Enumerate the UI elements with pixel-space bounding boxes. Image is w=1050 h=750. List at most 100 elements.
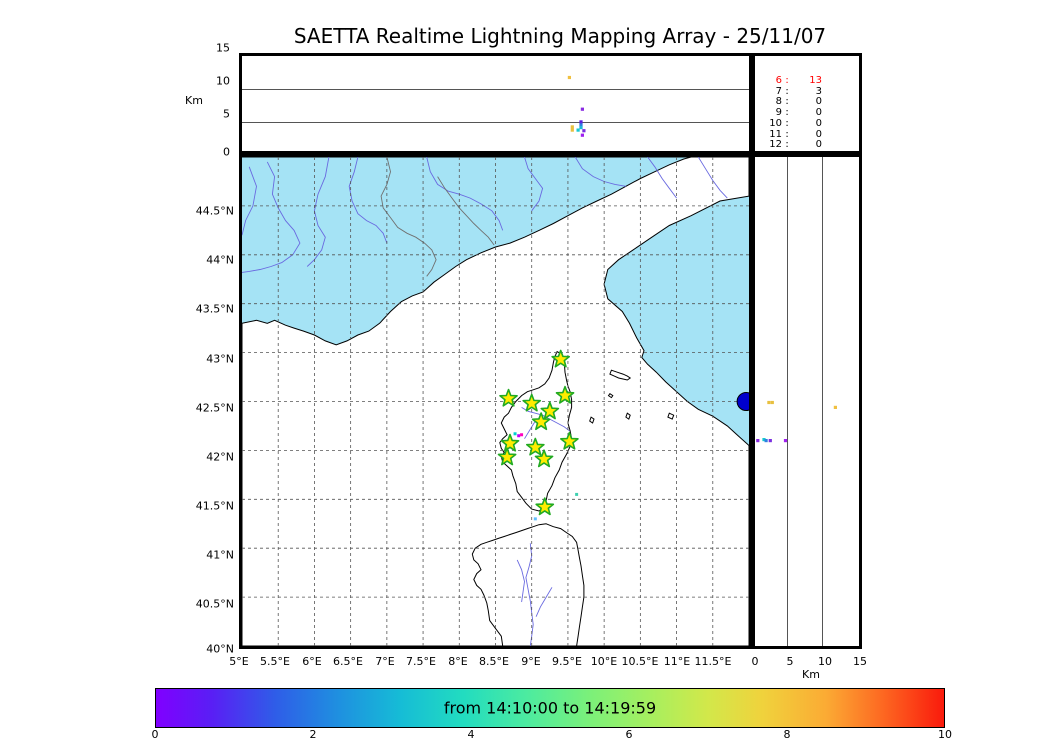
altitude-latitude-crosssection-panel [752, 154, 862, 649]
lat-tick-44: 44°N [206, 253, 234, 267]
top-ytick-5: 5 [223, 107, 230, 121]
colorbar-gradient[interactable] [155, 688, 945, 728]
right-crosssection-points [756, 400, 837, 443]
stats-row-11: 11: 0 [765, 128, 822, 141]
top-source-point-3 [579, 123, 583, 127]
stats-key: 8 [775, 96, 782, 108]
lat-tick-43-5: 43.5°N [195, 302, 234, 316]
stats-row-10: 10: 0 [765, 117, 822, 130]
station-count-stats-panel: 6: 13 7: 3 8: 0 9: 0 10: 0 11: 0 12: 0 [752, 53, 862, 154]
right-xtick-10: 10 [818, 655, 832, 668]
stats-separator: : [785, 139, 789, 151]
island-elba [609, 369, 632, 381]
station-bonifacio [535, 497, 555, 516]
station-cargese [500, 433, 520, 452]
lightning-source-3 [575, 492, 579, 496]
island-giglio [667, 412, 675, 420]
river-0 [242, 166, 257, 236]
colorbar-tick-10: 10 [938, 728, 952, 741]
lat-tick-40: 40°N [206, 642, 234, 656]
lightning-source-4 [533, 517, 537, 521]
station-capo-corso [551, 349, 571, 368]
stats-table: 6: 13 7: 3 8: 0 9: 0 10: 0 11: 0 12: 0 [765, 75, 822, 151]
stats-value: 0 [815, 128, 822, 140]
colorbar-tick-0: 0 [151, 728, 159, 741]
gridline-10km [242, 89, 749, 90]
stats-separator: : [785, 75, 789, 86]
stats-key: 12 [769, 139, 782, 151]
river-12 [525, 543, 534, 646]
landmass-sardinia [471, 523, 585, 646]
lat-tick-40-5: 40.5°N [195, 597, 234, 611]
lon-tick-11: 11°E [663, 655, 691, 668]
top-ytick-0: 0 [223, 145, 230, 159]
lon-tick-8-5: 8.5°E [479, 655, 509, 668]
admin-border-0 [380, 157, 437, 277]
island-capraia [607, 393, 614, 399]
station-calvi [499, 388, 518, 407]
lon-tick-9: 9°E [521, 655, 541, 668]
lon-tick-6-5: 6.5°E [333, 655, 363, 668]
stats-key: 11 [769, 128, 782, 140]
colorbar-tick-8: 8 [783, 728, 791, 741]
top-source-point-8 [582, 129, 586, 133]
stats-separator: : [785, 128, 789, 140]
right-panel-axis-label: Km [802, 668, 820, 681]
stats-value: 0 [815, 107, 822, 119]
station-corte [531, 412, 551, 431]
station-aleria [560, 431, 579, 450]
lon-tick-10: 10°E [590, 655, 618, 668]
station-belgodere [522, 393, 542, 412]
island-giannutri [625, 412, 631, 420]
altitude-longitude-crosssection-panel [239, 53, 752, 154]
stats-value: 0 [815, 117, 822, 129]
stats-row-7: 7: 3 [765, 85, 822, 98]
stats-value: 3 [815, 85, 822, 97]
stats-value: 13 [809, 75, 822, 86]
lon-tick-7: 7°E [375, 655, 395, 668]
right-source-point-7 [783, 439, 788, 443]
river-3 [348, 157, 388, 244]
lon-tick-6: 6°E [302, 655, 322, 668]
lon-tick-11-5: 11.5°E [694, 655, 732, 668]
lon-tick-8: 8°E [448, 655, 468, 668]
radar-site-marker [736, 392, 749, 411]
lon-tick-9-5: 9.5°E [552, 655, 582, 668]
lat-tick-42-5: 42.5°N [195, 401, 234, 415]
page-title: SAETTA Realtime Lightning Mapping Array … [293, 24, 827, 48]
lightning-source-0 [513, 432, 517, 436]
right-source-point-3 [756, 439, 760, 443]
map-canvas [242, 157, 749, 646]
time-range-label: from 14:10:00 to 14:19:59 [443, 698, 657, 718]
stats-separator: : [785, 96, 789, 108]
stats-key: 7 [775, 85, 782, 97]
lightning-source-2 [520, 433, 524, 437]
top-source-point-2 [579, 120, 583, 124]
river-4 [426, 157, 504, 231]
colorbar-container[interactable]: from 14:10:00 to 14:19:59 0 2 4 6 8 10 [152, 688, 952, 741]
top-source-point-9 [580, 133, 584, 137]
lat-tick-41: 41°N [206, 548, 234, 562]
station-bastia [555, 385, 575, 404]
top-source-point-0 [567, 75, 571, 80]
river-2 [306, 157, 330, 267]
river-8 [697, 157, 728, 199]
colorbar-tick-4: 4 [467, 728, 475, 741]
stats-row-9: 9: 0 [765, 107, 822, 119]
top-source-point-7 [576, 128, 580, 132]
stats-row-8: 8: 0 [765, 97, 822, 108]
river-1 [242, 161, 301, 273]
admin-border-1 [437, 176, 495, 246]
stats-key: 9 [775, 107, 782, 119]
right-xtick-0: 0 [751, 655, 759, 668]
map-panel[interactable] [239, 154, 752, 649]
river-6 [574, 157, 626, 187]
top-panel-axis-label: Km [185, 94, 203, 107]
right-source-point-0 [767, 400, 771, 405]
lon-tick-10-5: 10.5°E [621, 655, 659, 668]
lon-tick-7-5: 7.5°E [406, 655, 436, 668]
river-14 [535, 587, 553, 617]
right-source-point-2 [833, 405, 837, 409]
river-13 [516, 559, 525, 603]
top-crosssection-points [567, 75, 586, 137]
